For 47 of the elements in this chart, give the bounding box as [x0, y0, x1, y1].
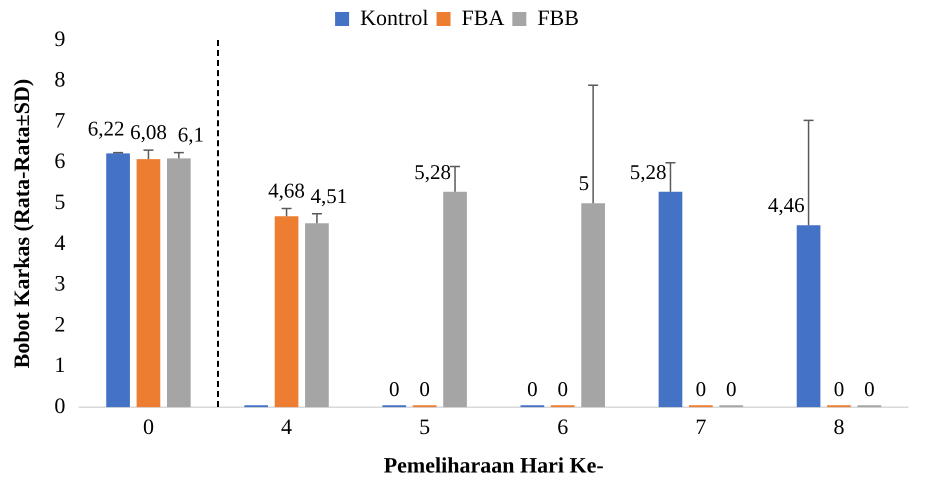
bar	[796, 225, 820, 408]
y-tick-label: 3	[54, 270, 66, 296]
data-label: 6,22	[88, 116, 124, 141]
y-tick-label: 5	[54, 188, 66, 214]
data-label: 0	[726, 377, 736, 402]
data-label: 0	[558, 377, 568, 402]
bar	[136, 159, 160, 408]
y-tick-label: 0	[54, 392, 66, 418]
legend-label: Kontrol	[360, 4, 429, 30]
y-tick-label: 8	[54, 66, 66, 92]
bar	[443, 192, 467, 408]
legend-label: FBB	[537, 4, 579, 30]
y-axis-title: Bobot Karkas (Rata-Rata±SD)	[8, 78, 34, 368]
y-tick-label: 2	[54, 311, 66, 336]
x-tick-label: 8	[833, 414, 844, 440]
data-label: 6,08	[130, 120, 167, 144]
bar	[166, 158, 191, 408]
data-label: 0	[419, 377, 430, 402]
bar	[274, 216, 298, 408]
y-tick-label: 7	[54, 107, 66, 132]
x-axis-title: Pemeliharaan Hari Ke-	[384, 452, 604, 478]
x-tick-label: 6	[557, 414, 568, 440]
data-label: 4,68	[268, 178, 305, 203]
bar	[658, 192, 682, 408]
y-tick-label: 6	[54, 148, 66, 174]
x-tick-label: 7	[695, 414, 706, 440]
y-tick-label: 1	[54, 352, 66, 378]
x-tick-label: 0	[142, 414, 154, 440]
data-label: 5,28	[630, 160, 666, 184]
x-tick-label: 4	[281, 414, 292, 440]
data-label: 0	[696, 377, 706, 402]
data-label: 0	[834, 377, 844, 402]
legend-label: FBA	[462, 4, 504, 30]
data-label: 4,46	[768, 193, 805, 218]
data-label: 0	[389, 377, 400, 402]
data-label: 5,28	[414, 160, 452, 184]
bar	[305, 223, 329, 408]
data-label: 6,1	[178, 122, 204, 147]
data-label: 0	[864, 377, 875, 402]
y-tick-label: 4	[54, 230, 66, 255]
data-label: 0	[527, 377, 538, 402]
data-label: 4,51	[310, 184, 348, 208]
y-tick-label: 9	[54, 26, 66, 51]
x-tick-label: 5	[419, 414, 430, 440]
bar	[581, 203, 605, 408]
data-label: 5	[578, 171, 590, 196]
bar	[106, 153, 130, 408]
